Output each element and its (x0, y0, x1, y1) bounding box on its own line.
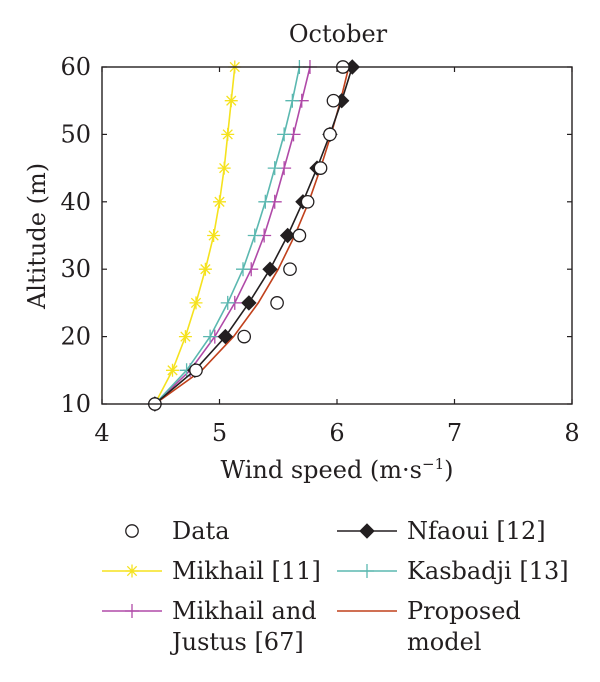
legend-label-nfaoui: Nfaoui [12] (407, 517, 546, 545)
point-data-7 (313, 161, 328, 175)
point-kasbadji-9 (285, 93, 300, 108)
series-layer (147, 59, 360, 412)
x-axis-label-close: ) (444, 456, 453, 484)
point-mikhail-9 (224, 94, 238, 108)
legend-item-nfaoui: Nfaoui [12] (337, 517, 546, 545)
point-mikhail-5 (207, 229, 221, 242)
legend-label-mikhail_justus-line2: Justus [67] (169, 628, 304, 656)
point-kasbadji-2 (203, 329, 218, 344)
x-axis-label-exponent: −1 (422, 455, 444, 473)
x-tick-label-2: 6 (329, 419, 344, 447)
y-tick-label-2: 30 (60, 255, 91, 283)
series-line-mikhail (154, 66, 236, 405)
legend-marker-nfaoui (359, 523, 375, 539)
x-tick-label-0: 4 (94, 419, 109, 447)
x-axis-label: Wind speed (m·s−1) (220, 455, 453, 484)
y-tick-label-3: 40 (60, 188, 91, 216)
plot-frame (101, 66, 573, 405)
point-data-3 (270, 296, 284, 310)
series-mikhail (148, 60, 242, 411)
point-data-8 (323, 127, 337, 142)
legend-marker-kasbadji (360, 564, 374, 578)
axis-ticks: 4 5 6 7 8 10 20 30 40 50 60 (60, 53, 579, 447)
legend-item-proposed: Proposed model (337, 597, 521, 656)
y-tick-label-4: 50 (60, 120, 91, 148)
point-data-5 (292, 228, 307, 243)
legend-item-mikhail_justus: Mikhail and Justus [67] (102, 597, 317, 656)
legend-label-kasbadji: Kasbadji [13] (407, 557, 569, 585)
legend: Data Mikhail [11] Mikhail and Justus [67] Nf… (102, 517, 569, 656)
point-data-9 (326, 93, 341, 108)
legend-item-kasbadji: Kasbadji [13] (337, 557, 569, 585)
point-mikhail-6 (213, 195, 226, 209)
legend-marker-mikhail_justus (125, 604, 139, 618)
point-kasbadji-7 (267, 161, 282, 176)
legend-label-proposed-line2: model (407, 628, 481, 656)
legend-item-mikhail: Mikhail [11] (102, 557, 321, 585)
y-tick-label-0: 10 (60, 390, 91, 418)
chart-title: October (289, 20, 388, 48)
legend-item-data: Data (125, 517, 230, 545)
point-nfaoui-5 (279, 227, 296, 244)
point-data-2 (237, 329, 252, 344)
point-kasbadji-4 (236, 262, 250, 277)
x-tick-label-3: 7 (447, 419, 462, 447)
legend-label-proposed: Proposed (407, 597, 521, 625)
point-kasbadji-5 (247, 228, 262, 243)
point-nfaoui-4 (262, 261, 278, 277)
legend-label-data: Data (172, 517, 230, 545)
point-mikhail-4 (198, 262, 212, 276)
point-kasbadji-3 (220, 295, 235, 310)
point-mikhail-2 (178, 330, 192, 344)
point-mikhail-7 (217, 161, 231, 175)
x-tick-label-4: 8 (564, 419, 579, 447)
legend-marker-mikhail (125, 564, 139, 578)
series-line-kasbadji (154, 66, 301, 405)
legend-marker-data (125, 524, 139, 538)
y-tick-label-5: 60 (60, 53, 91, 81)
x-tick-label-1: 5 (212, 419, 227, 447)
point-mikhail-8 (221, 127, 235, 141)
legend-label-mikhail: Mikhail [11] (172, 557, 321, 585)
point-kasbadji-8 (277, 127, 292, 142)
point-nfaoui-3 (241, 295, 257, 311)
point-data-1 (189, 363, 203, 378)
x-axis-label-main: Wind speed (m·s (220, 456, 422, 484)
point-data-4 (283, 262, 297, 277)
y-axis-label: Altitude (m) (23, 163, 51, 310)
point-nfaoui-2 (217, 328, 234, 345)
point-data-6 (300, 194, 315, 209)
y-tick-label-1: 20 (60, 323, 91, 351)
point-kasbadji-6 (258, 194, 273, 209)
point-mikhail-3 (189, 296, 203, 310)
point-mikhail-1 (166, 363, 179, 377)
legend-label-mikhail_justus: Mikhail and (172, 597, 317, 625)
